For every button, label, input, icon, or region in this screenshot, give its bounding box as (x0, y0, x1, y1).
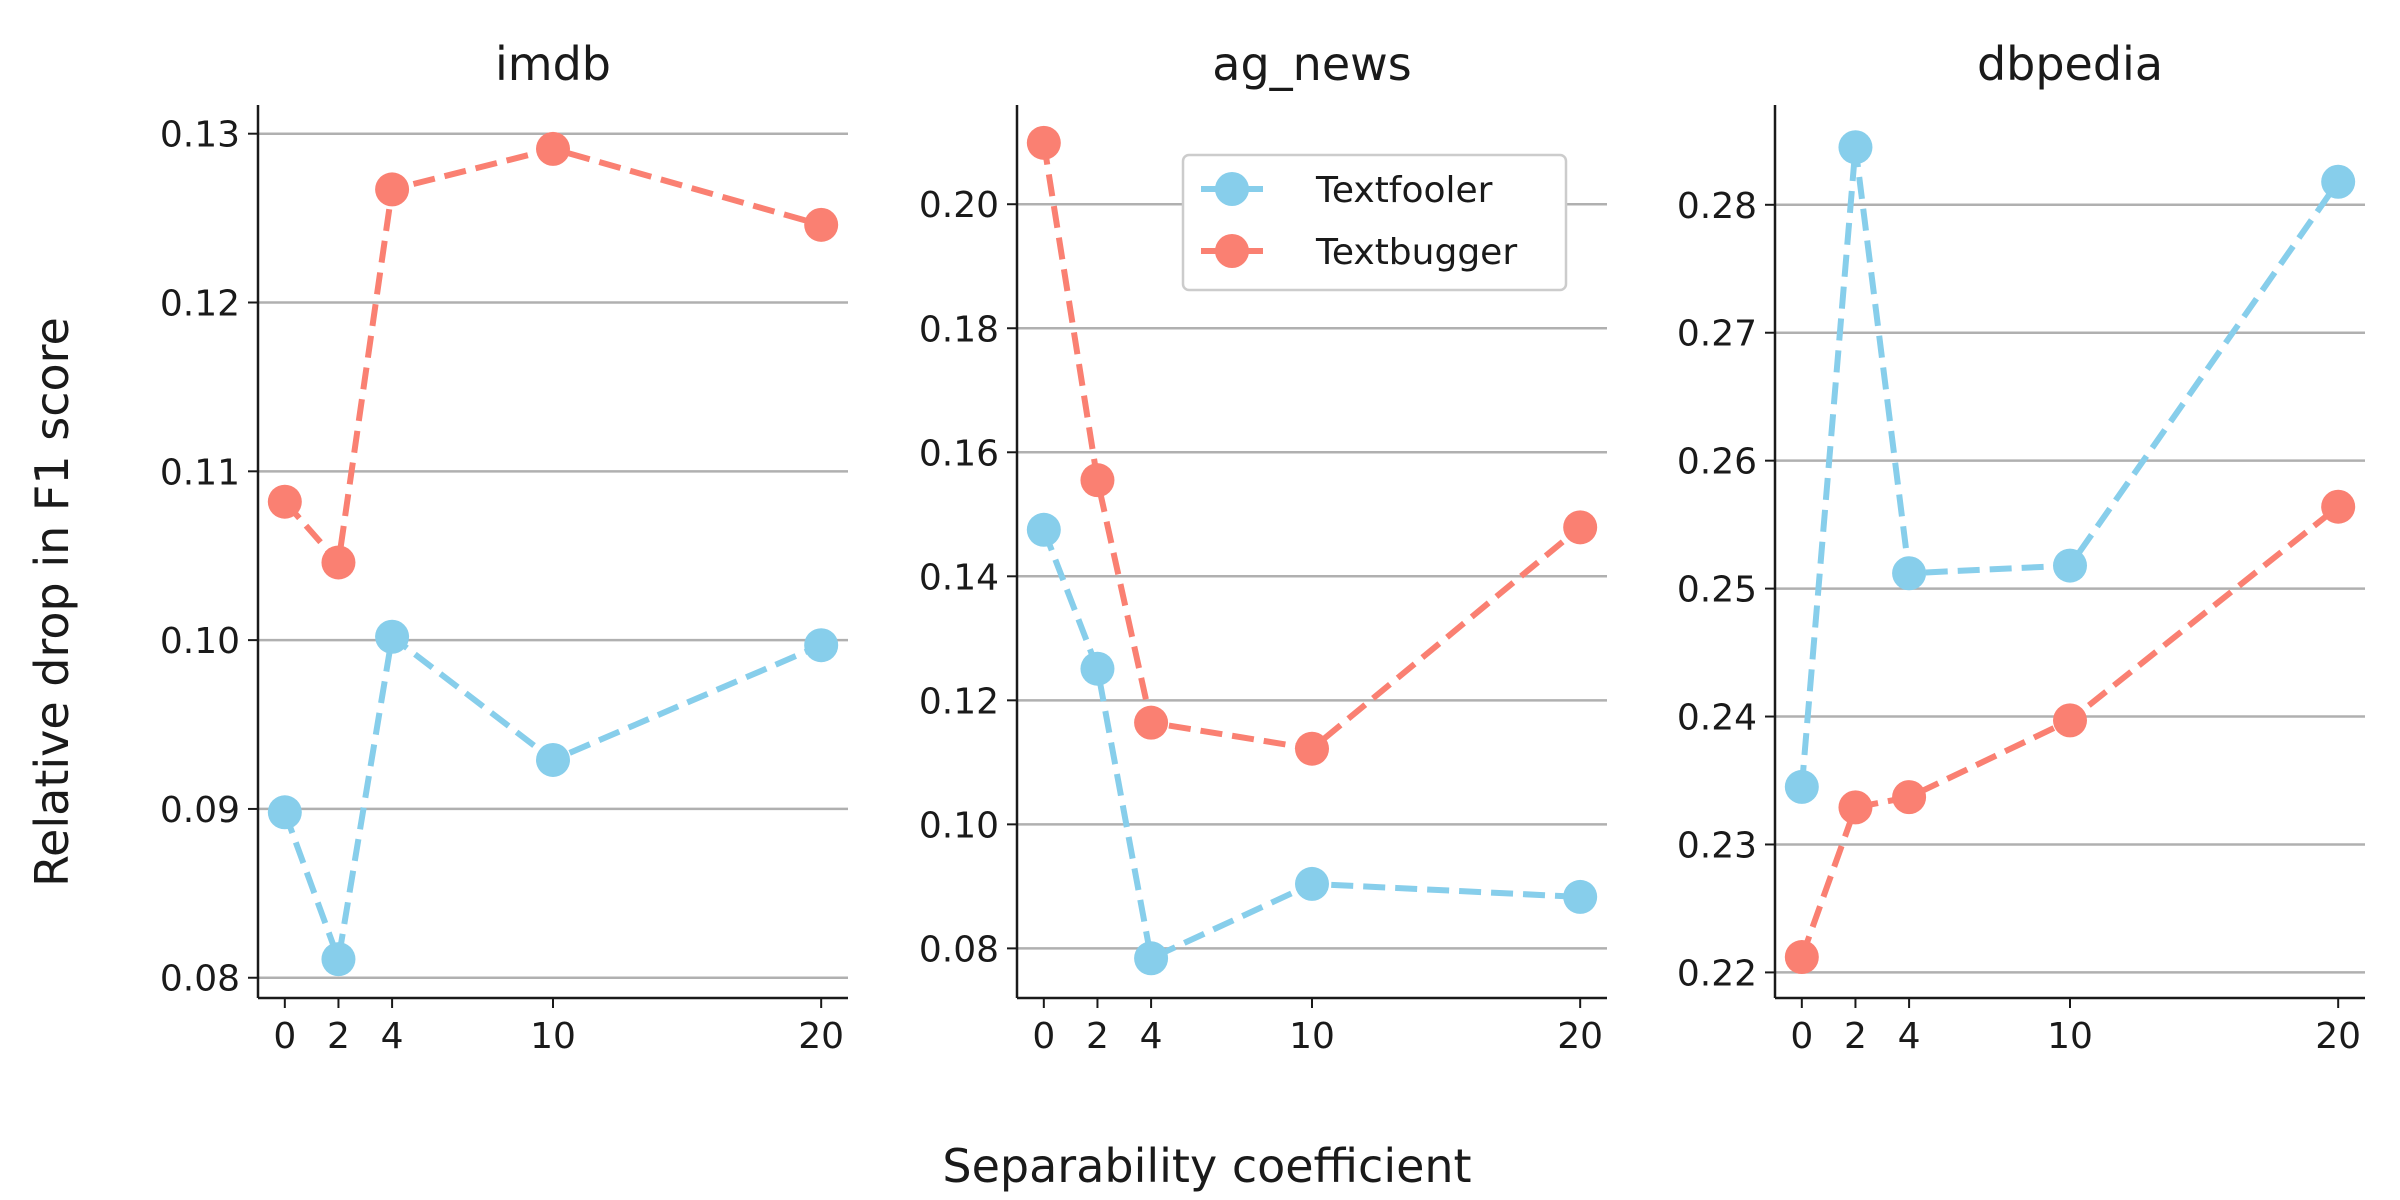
data-point-textbugger (2321, 489, 2356, 524)
y-tick-label: 0.10 (919, 805, 999, 846)
y-tick-label: 0.24 (1677, 698, 1757, 739)
data-point-textbugger (1026, 125, 1061, 160)
x-tick-label: 20 (1557, 1016, 1603, 1057)
y-tick-label: 0.08 (919, 929, 999, 970)
data-point-textbugger (375, 172, 410, 207)
x-tick-label: 0 (1790, 1016, 1813, 1057)
x-tick-label: 10 (2047, 1016, 2093, 1057)
panel-title: dbpedia (1977, 37, 2163, 91)
y-tick-label: 0.22 (1677, 953, 1757, 994)
series-line-textbugger (282, 145, 822, 570)
series-line-textfooler (1798, 146, 2341, 788)
panel-title: ag_news (1212, 37, 1411, 91)
y-tick-label: 0.13 (160, 115, 240, 156)
x-tick-label: 0 (1032, 1016, 1055, 1057)
data-point-textfooler (375, 619, 410, 654)
panel-imdb: imdb 0.08 0.09 0.10 0.11 0.12 0.13 0 2 4 10 20 (160, 37, 848, 1057)
data-point-textfooler (536, 742, 570, 777)
data-point-textbugger (1295, 731, 1329, 766)
data-point-textbugger (2053, 703, 2087, 738)
data-point-textfooler (1838, 130, 1873, 165)
x-tick-label: 2 (327, 1016, 350, 1057)
x-axis-label: Separability coefficient (942, 1139, 1471, 1193)
data-point-textbugger (1892, 780, 1927, 815)
x-tick-label: 0 (273, 1016, 296, 1057)
y-tick-label: 0.16 (919, 433, 999, 474)
data-point-textbugger (536, 131, 570, 166)
x-tick-label: 20 (2315, 1016, 2361, 1057)
legend: Textfooler Textbugger (1181, 153, 1568, 292)
data-point-textfooler (2321, 164, 2356, 199)
y-tick-label: 0.11 (160, 452, 240, 493)
data-point-textbugger (1784, 940, 1819, 975)
x-tick-label: 2 (1086, 1016, 1109, 1057)
y-tick-label: 0.09 (160, 790, 240, 831)
x-tick-label: 4 (1140, 1016, 1163, 1057)
data-point-textfooler (267, 795, 302, 830)
panel-ag_news: ag_news 0.08 0.10 0.12 0.14 0.16 0.18 0.20 0 2 4 10… (919, 37, 1607, 1057)
x-tick-label: 4 (381, 1016, 404, 1057)
panel-title: imdb (495, 37, 611, 91)
x-tick-label: 4 (1898, 1016, 1921, 1057)
data-point-textfooler (1784, 769, 1819, 804)
data-point-textfooler (1134, 941, 1169, 976)
data-point-textfooler (1892, 556, 1927, 591)
data-point-textfooler (1563, 879, 1598, 914)
legend-swatch-marker (1215, 172, 1249, 206)
y-tick-label: 0.14 (919, 557, 999, 598)
legend-label: Textbugger (1315, 232, 1517, 273)
x-tick-label: 10 (530, 1016, 576, 1057)
y-tick-label: 0.28 (1677, 186, 1757, 227)
legend-frame (1181, 153, 1568, 292)
y-tick-label: 0.26 (1677, 442, 1757, 483)
data-point-textbugger (1080, 463, 1115, 498)
data-point-textbugger (1134, 705, 1169, 740)
x-tick-label: 10 (1289, 1016, 1335, 1057)
data-point-textfooler (1026, 512, 1061, 547)
y-tick-label: 0.25 (1677, 570, 1757, 611)
panel-dbpedia: dbpedia 0.22 0.23 0.24 0.25 0.26 0.27 0.28 0 2 4 10… (1677, 37, 2365, 1057)
data-point-textfooler (1080, 651, 1115, 686)
data-point-textfooler (2053, 548, 2087, 583)
legend-label: Textfooler (1315, 170, 1493, 211)
data-point-textbugger (804, 207, 839, 242)
y-tick-label: 0.12 (160, 284, 240, 325)
y-tick-label: 0.27 (1677, 314, 1757, 355)
data-point-textbugger (1563, 510, 1598, 545)
y-tick-label: 0.10 (160, 621, 240, 662)
data-point-textfooler (321, 942, 356, 977)
data-point-textbugger (267, 484, 302, 519)
data-point-textbugger (321, 545, 356, 580)
y-tick-label: 0.23 (1677, 825, 1757, 866)
data-point-textfooler (804, 628, 839, 663)
data-point-textfooler (1295, 866, 1329, 901)
x-tick-label: 20 (798, 1016, 844, 1057)
series-line-textfooler (282, 631, 823, 971)
y-tick-label: 0.12 (919, 681, 999, 722)
y-tick-label: 0.18 (919, 309, 999, 350)
y-tick-label: 0.08 (160, 959, 240, 1000)
data-point-textbugger (1838, 790, 1873, 825)
legend-swatch-marker (1215, 234, 1249, 268)
series-line-textfooler (1041, 528, 1581, 963)
y-axis-label: Relative drop in F1 score (25, 317, 79, 887)
x-tick-label: 2 (1844, 1016, 1867, 1057)
y-tick-label: 0.20 (919, 185, 999, 226)
